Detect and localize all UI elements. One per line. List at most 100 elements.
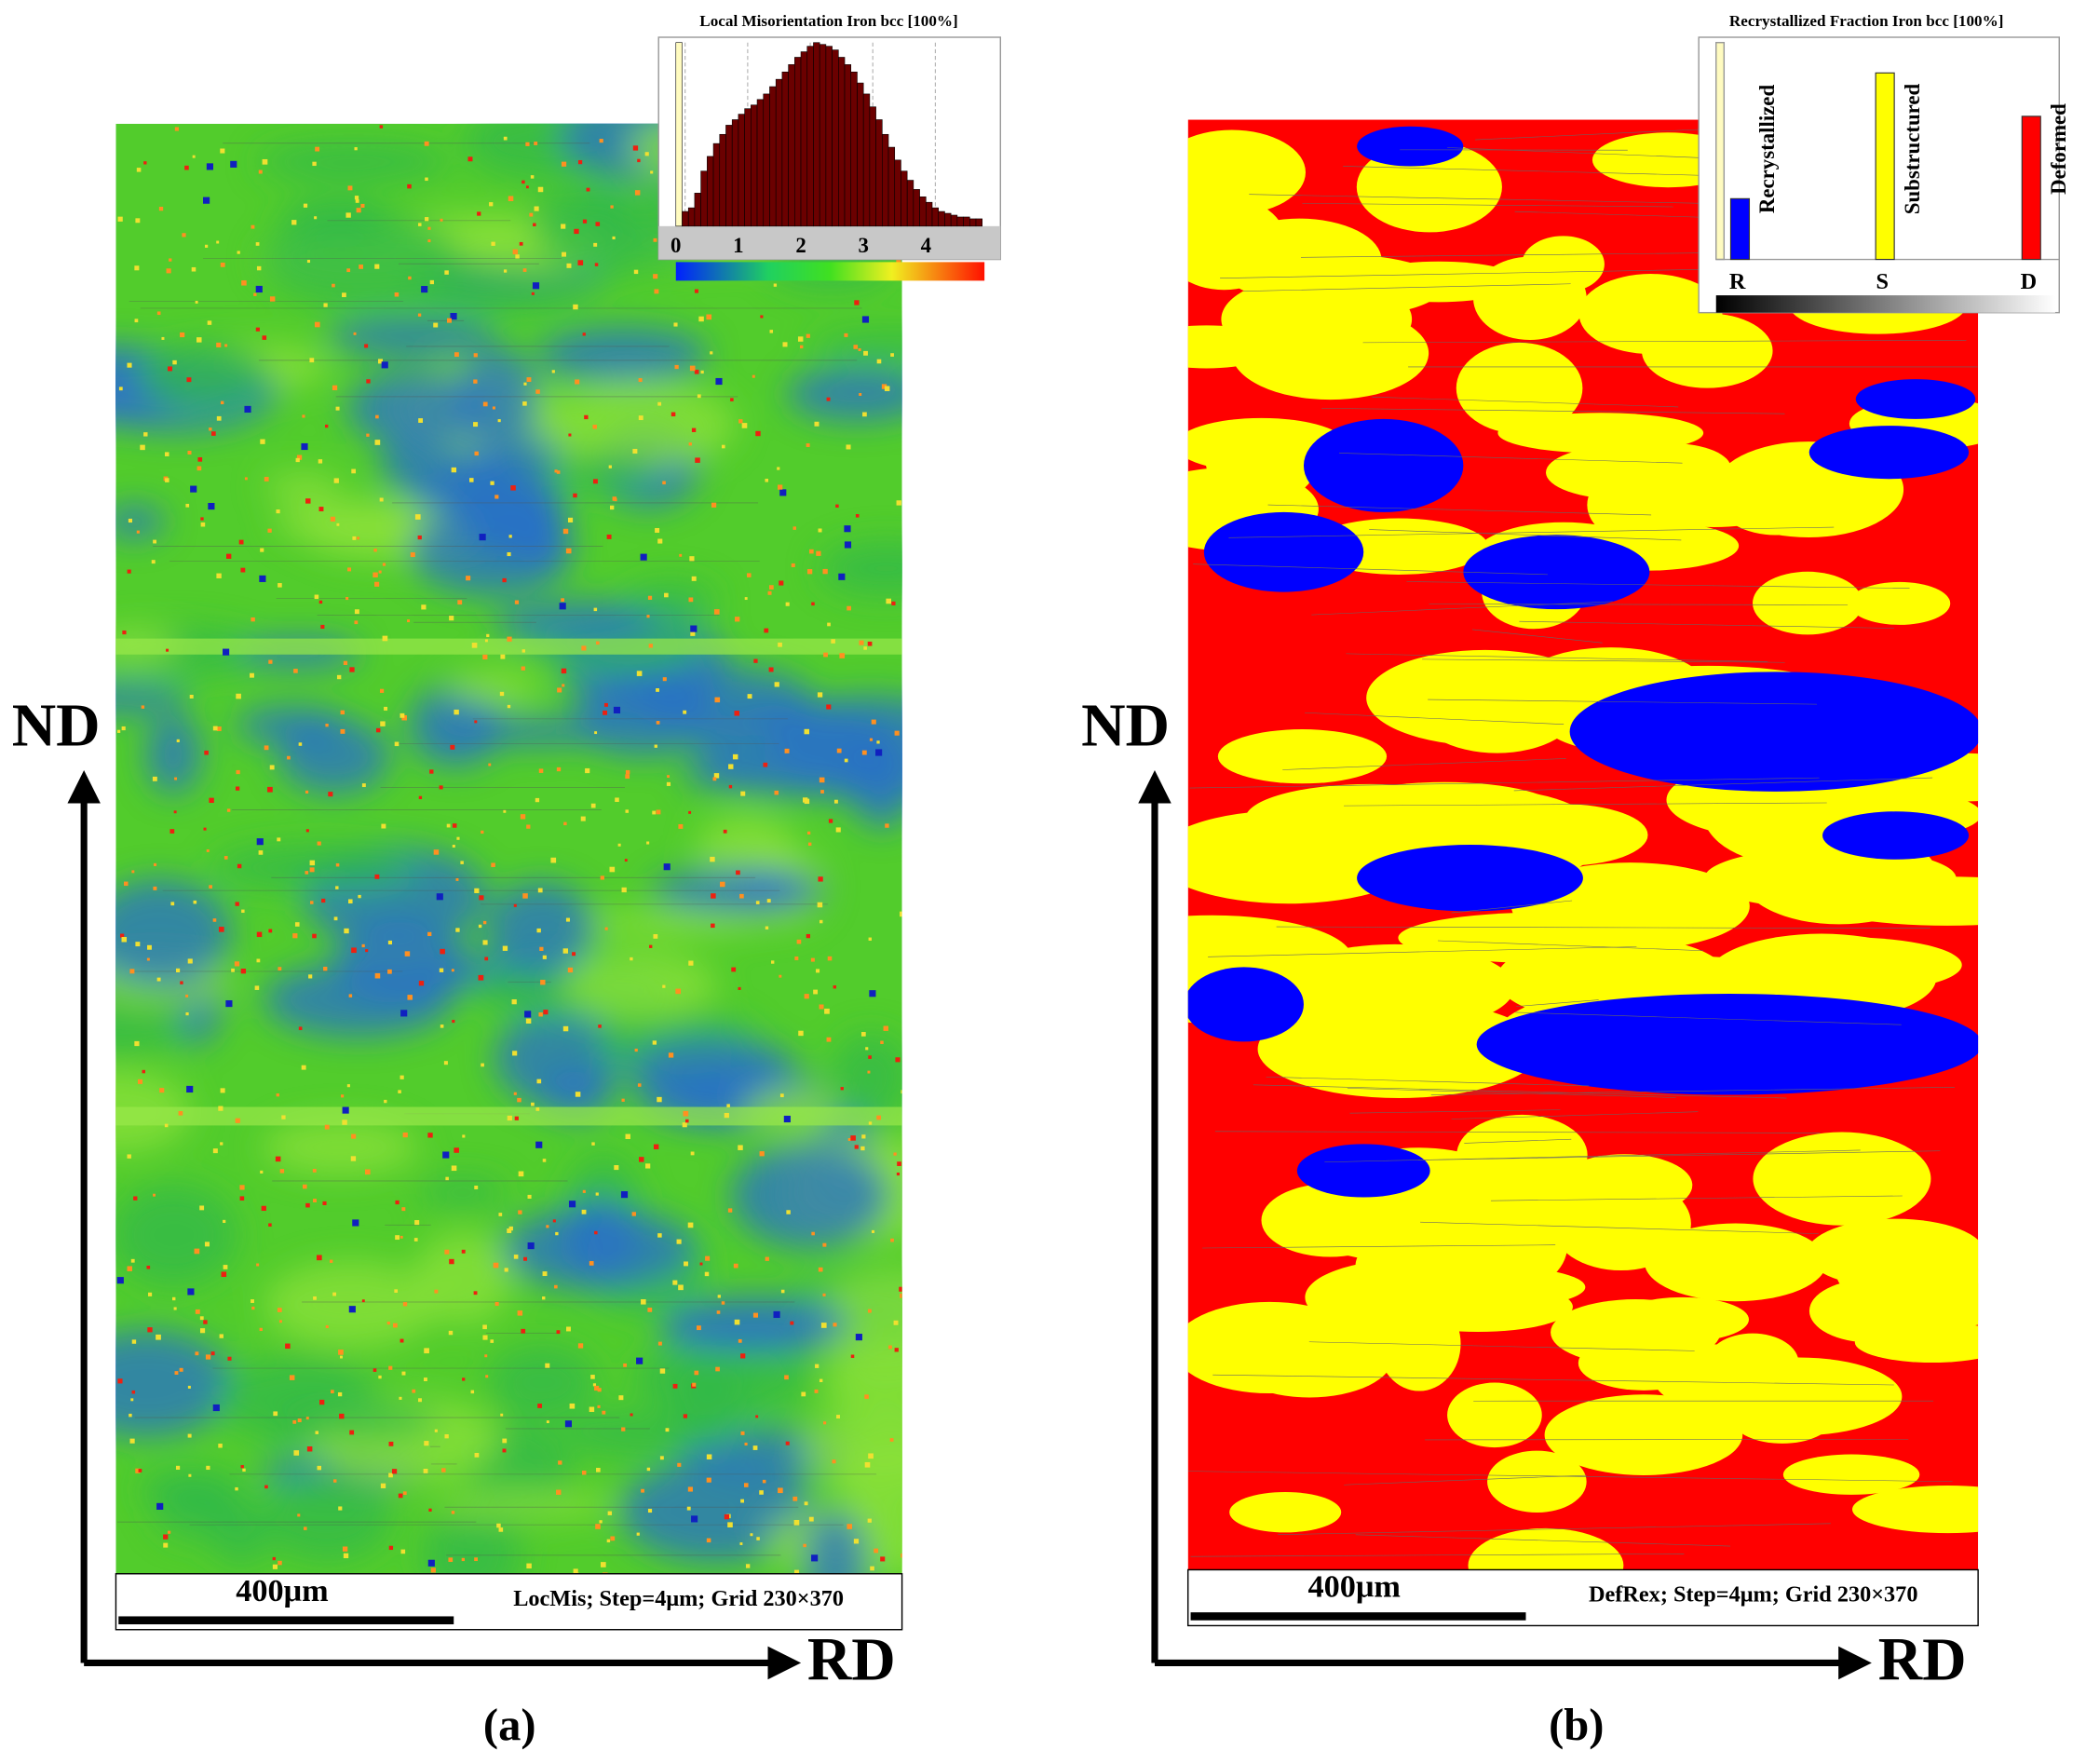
texture-dot [645, 1163, 651, 1169]
texture-dot [827, 956, 833, 961]
texture-dot [212, 1148, 218, 1154]
texture-dot [835, 827, 841, 833]
texture-dot [402, 1132, 408, 1138]
texture-dot [636, 671, 643, 676]
substructured-grain [1229, 1491, 1342, 1533]
texture-dot [267, 528, 272, 533]
texture-dot [235, 902, 239, 906]
texture-dot [859, 640, 864, 645]
texture-dot [130, 1398, 134, 1402]
texture-dot [514, 1116, 519, 1120]
grain-boundary [1451, 900, 1573, 914]
texture-dot [400, 1235, 403, 1239]
texture-dot [600, 1562, 606, 1567]
texture-dot [259, 575, 266, 582]
texture-dot [296, 455, 303, 460]
substructured-grain [1355, 261, 1523, 303]
texture-dot [174, 777, 178, 780]
texture-dot [765, 926, 769, 929]
texture-dot [511, 998, 517, 1005]
texture-dot [484, 639, 488, 643]
texture-dot [657, 401, 662, 406]
texture-dot [632, 145, 639, 151]
texture-dot [147, 1327, 153, 1333]
texture-dot [562, 684, 565, 687]
texture-dot [380, 1483, 386, 1488]
texture-dot [292, 1419, 297, 1424]
texture-dot [156, 311, 161, 316]
texture-dot [538, 768, 544, 773]
texture-dot [597, 1388, 602, 1392]
substructured-grain [1551, 1299, 1721, 1366]
texture-dot [418, 981, 425, 986]
histogram-bar [950, 214, 958, 227]
texture-dot [901, 1553, 902, 1558]
texture-dot [780, 1289, 785, 1294]
texture-dot [239, 1185, 245, 1190]
substructured-grain [1644, 1223, 1827, 1302]
histogram-bar [763, 93, 770, 227]
x-tick-label: 3 [858, 234, 868, 257]
texture-dot [678, 1284, 684, 1291]
histogram-bar [751, 104, 758, 227]
texture-dot [131, 1390, 136, 1394]
substructured-grain [1231, 306, 1429, 400]
texture-dot [375, 727, 381, 733]
texture-dot [697, 394, 701, 399]
texture-dot [738, 419, 743, 424]
texture-dot [711, 502, 717, 508]
texture-dot [395, 1200, 400, 1205]
texture-dot [180, 981, 183, 984]
texture-dot [491, 862, 495, 867]
texture-dot [379, 688, 385, 693]
texture-dot [672, 1280, 678, 1285]
texture-dot [352, 536, 357, 540]
texture-dot [484, 957, 489, 961]
texture-dot [784, 748, 790, 753]
texture-dot [452, 844, 455, 848]
texture-dot [793, 1519, 800, 1526]
texture-dot [357, 536, 360, 540]
texture-dot [662, 984, 666, 988]
texture-patch [418, 1177, 508, 1208]
texture-patch [487, 1345, 598, 1418]
texture-dot [721, 1301, 725, 1305]
texture-dot [355, 198, 359, 203]
texture-dot [210, 1351, 215, 1356]
texture-dot [654, 744, 657, 748]
texture-dot [342, 1546, 348, 1552]
texture-dot [706, 1477, 711, 1483]
texture-dot [768, 667, 774, 672]
texture-dot [688, 597, 694, 603]
texture-dot [186, 377, 192, 383]
texture-dot [863, 646, 867, 650]
texture-dot [196, 466, 202, 471]
texture-dot [372, 1368, 377, 1372]
texture-dot [653, 274, 658, 279]
texture-dot [425, 217, 429, 222]
texture-dot [315, 1431, 319, 1434]
substructured-grain [1456, 1114, 1588, 1196]
x-tick-label: S [1876, 269, 1890, 294]
grain-boundary [1190, 1554, 1685, 1557]
texture-dot [535, 389, 540, 394]
texture-dot [291, 220, 297, 225]
texture-dot [484, 1354, 488, 1358]
texture-patch [572, 909, 764, 938]
grain-boundary [1202, 1244, 1556, 1249]
texture-dot [226, 808, 231, 812]
texture-patch [731, 1143, 889, 1249]
texture-dot [826, 1037, 832, 1042]
texture-dot [824, 1008, 830, 1014]
texture-dot [342, 1119, 347, 1125]
texture-dot [429, 279, 434, 285]
texture-dot [425, 177, 428, 182]
texture-dot [318, 507, 324, 511]
texture-dot [621, 1098, 625, 1102]
texture-dot [216, 415, 222, 421]
texture-dot [427, 239, 431, 243]
texture-dot [567, 517, 574, 522]
texture-dot [861, 750, 867, 755]
texture-dot [253, 292, 257, 296]
texture-dot [839, 653, 846, 658]
